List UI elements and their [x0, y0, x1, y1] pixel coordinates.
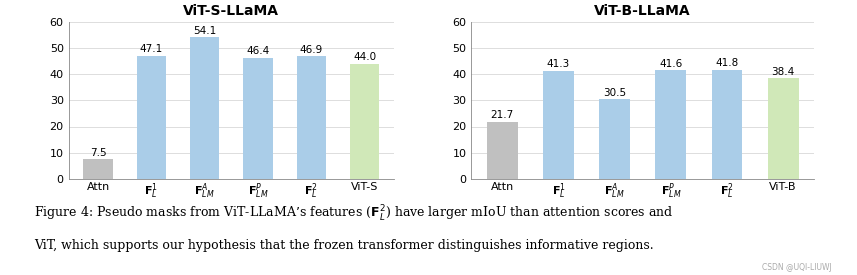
Text: 41.3: 41.3	[547, 59, 570, 69]
Bar	[243, 57, 273, 179]
Text: 41.8: 41.8	[716, 58, 739, 68]
Title: ViT-S-LLaMA: ViT-S-LLaMA	[183, 4, 279, 18]
Text: 46.9: 46.9	[300, 45, 323, 55]
Text: 21.7: 21.7	[491, 111, 514, 120]
Text: 41.6: 41.6	[659, 59, 682, 68]
Text: CSDN @UQI-LIUWJ: CSDN @UQI-LIUWJ	[762, 263, 831, 272]
Bar	[297, 56, 326, 179]
Title: ViT-B-LLaMA: ViT-B-LLaMA	[595, 4, 691, 18]
Text: 54.1: 54.1	[193, 26, 216, 36]
Bar	[711, 70, 742, 179]
Bar	[543, 71, 574, 179]
Text: ViT, which supports our hypothesis that the frozen transformer distinguishes inf: ViT, which supports our hypothesis that …	[34, 239, 654, 252]
Text: 47.1: 47.1	[140, 44, 163, 54]
Text: 30.5: 30.5	[603, 87, 626, 98]
Bar	[768, 78, 799, 179]
Bar	[137, 56, 166, 179]
Bar	[350, 64, 380, 179]
Text: 44.0: 44.0	[353, 52, 376, 62]
Text: Figure 4: Pseudo masks from ViT-LLaMA’s features ($\mathbf{F}_L^2$) have larger : Figure 4: Pseudo masks from ViT-LLaMA’s …	[34, 204, 674, 224]
Bar	[83, 159, 113, 179]
Bar	[656, 70, 686, 179]
Bar	[487, 122, 518, 179]
Text: 7.5: 7.5	[90, 148, 106, 158]
Text: 46.4: 46.4	[247, 46, 270, 56]
Text: 38.4: 38.4	[771, 67, 794, 77]
Bar	[190, 37, 219, 179]
Bar	[599, 99, 630, 179]
